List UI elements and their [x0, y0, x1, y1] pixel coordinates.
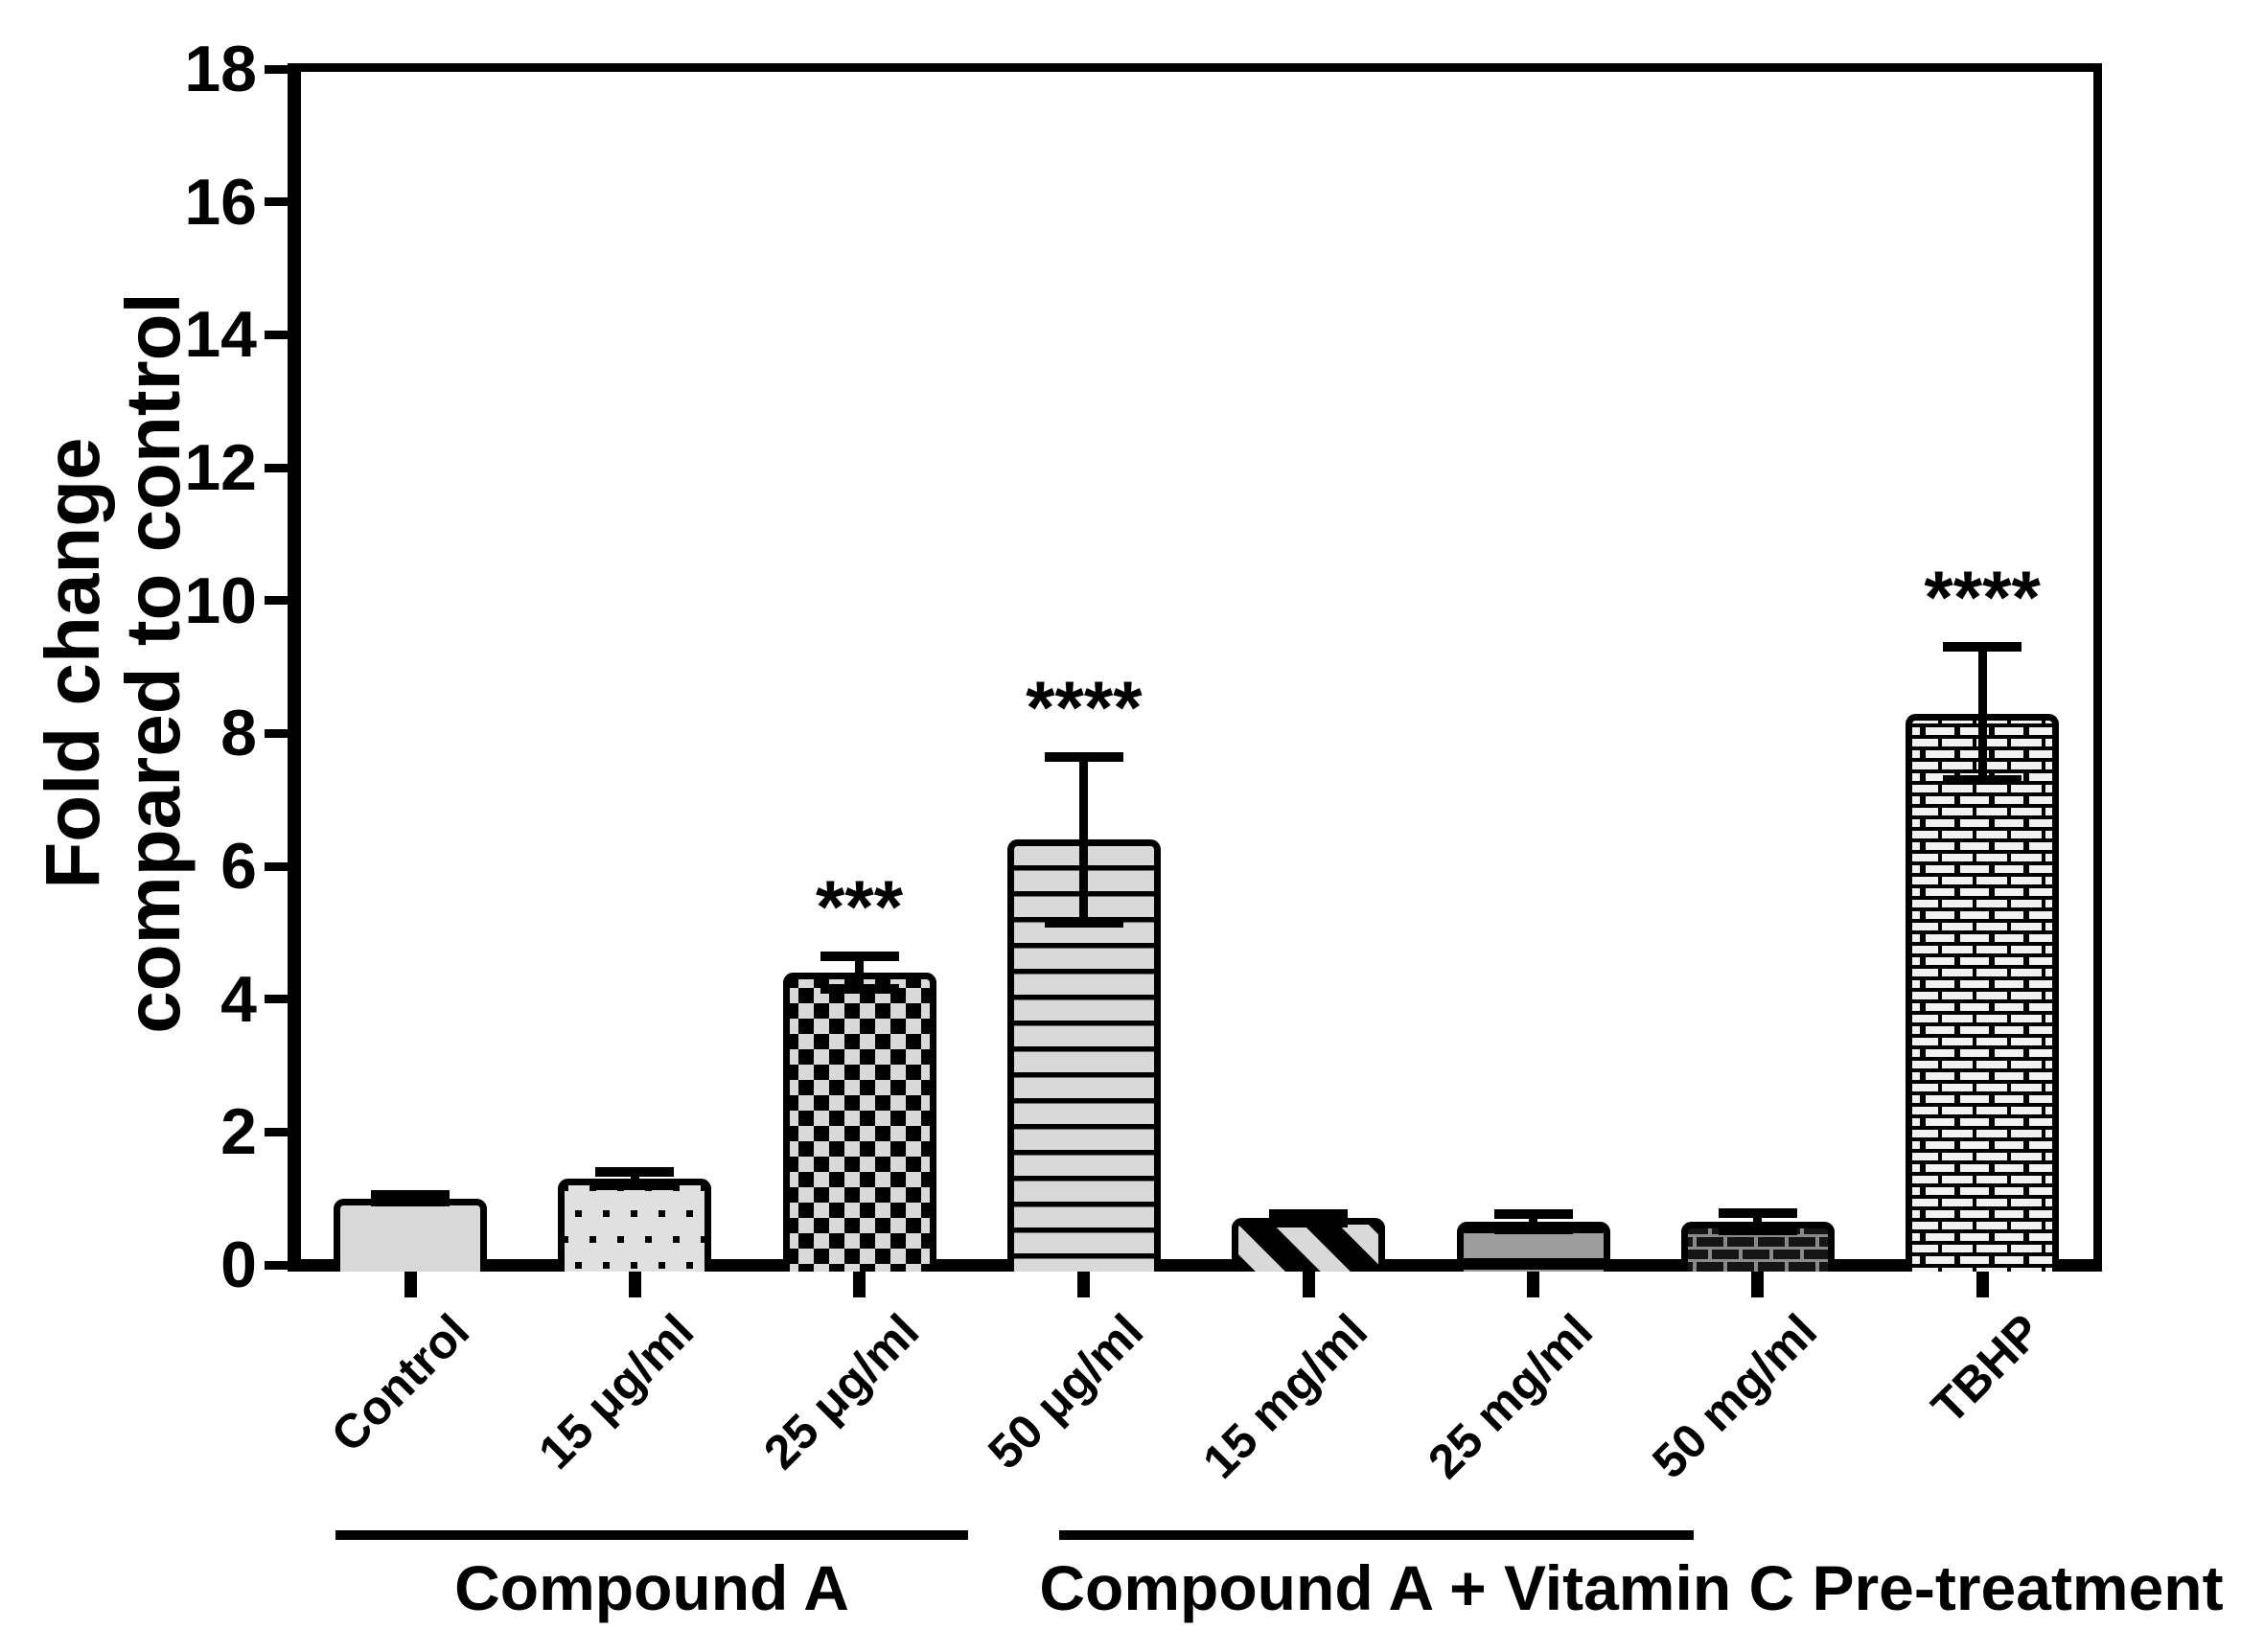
group-label-2: Compound A + Vitamin C Pre-treatment [1039, 1552, 2224, 1623]
error-bar-stem-50-mg-ml [1753, 1212, 1763, 1230]
x-tick-label-control: Control [321, 1303, 480, 1462]
y-tick-label-8: 8 [220, 697, 257, 770]
y-tick-18 [265, 64, 289, 74]
error-bar-cap-lower-50-g-ml [1044, 917, 1123, 928]
x-tick-25-g-ml [853, 1272, 866, 1297]
error-bar-cap-lower-25-g-ml [820, 984, 899, 995]
y-tick-label-2: 2 [220, 1095, 257, 1169]
y-tick-12 [265, 463, 289, 472]
y-axis-title-line1: Fold change [30, 437, 115, 889]
y-tick-label-0: 0 [220, 1228, 257, 1301]
y-tick-10 [265, 596, 289, 606]
y-tick-label-4: 4 [220, 962, 257, 1036]
error-bar-stem-50-g-ml [1079, 756, 1089, 923]
error-bar-cap-upper-25-g-ml [820, 951, 899, 961]
error-bar-cap-upper-control [371, 1190, 450, 1201]
error-bar-cap-lower-15-mg-ml [1269, 1218, 1349, 1228]
x-tick-label-25-mg-ml: 25 mg/ml [1417, 1303, 1603, 1489]
y-tick-label-10: 10 [184, 563, 257, 637]
x-tick-label-15-g-ml: 15 μg/ml [528, 1303, 705, 1480]
y-tick-label-12: 12 [184, 431, 257, 504]
y-axis-title: Fold change compared to control [30, 292, 196, 1034]
y-tick-label-6: 6 [220, 830, 257, 903]
error-bar-cap-lower-tbhp [1943, 774, 2022, 785]
y-tick-2 [265, 1127, 289, 1136]
significance-stars-tbhp: **** [1924, 555, 2041, 640]
error-bar-cap-upper-15-g-ml [595, 1166, 675, 1177]
error-bar-cap-lower-control [371, 1197, 450, 1207]
group-label-1: Compound A [454, 1552, 849, 1623]
frame-right-line [2093, 63, 2102, 1272]
error-bar-cap-upper-50-mg-ml [1718, 1207, 1797, 1218]
y-tick-label-16: 16 [184, 165, 257, 239]
group-underline-1 [335, 1530, 968, 1540]
x-tick-15-mg-ml [1302, 1272, 1315, 1297]
y-tick-16 [265, 197, 289, 207]
error-bar-stem-15-g-ml [630, 1171, 639, 1185]
y-axis-line [288, 63, 301, 1272]
bar-25-g-ml [782, 972, 936, 1272]
x-axis-line [288, 1259, 2101, 1272]
x-tick-control [404, 1272, 417, 1297]
error-bar-cap-upper-15-mg-ml [1269, 1208, 1349, 1219]
y-tick-8 [265, 728, 289, 738]
y-tick-14 [265, 330, 289, 339]
y-tick-label-14: 14 [184, 298, 257, 372]
x-tick-label-50-g-ml: 50 μg/ml [978, 1303, 1154, 1480]
frame-top-line [288, 63, 2101, 72]
x-tick-25-mg-ml [1527, 1272, 1539, 1297]
error-bar-cap-lower-50-mg-ml [1718, 1225, 1797, 1235]
x-tick-label-tbhp: TBHP [1921, 1303, 2052, 1434]
significance-stars-25-g-ml: *** [816, 863, 904, 949]
y-tick-0 [265, 1260, 289, 1270]
error-bar-cap-upper-25-mg-ml [1493, 1208, 1573, 1219]
x-tick-label-50-mg-ml: 50 mg/ml [1642, 1303, 1828, 1489]
bar-15-g-ml [558, 1178, 712, 1272]
bar-control [334, 1198, 487, 1272]
error-bar-cap-upper-tbhp [1943, 642, 2022, 653]
y-axis-title-line2: compared to control [110, 292, 196, 1034]
significance-stars-50-g-ml: **** [1026, 664, 1143, 749]
error-bar-stem-tbhp [1977, 647, 1987, 780]
error-bar-stem-25-mg-ml [1529, 1213, 1537, 1230]
error-bar-cap-lower-15-g-ml [595, 1180, 675, 1190]
y-tick-4 [265, 995, 289, 1004]
x-tick-label-25-g-ml: 25 μg/ml [752, 1303, 929, 1480]
x-tick-tbhp [1975, 1272, 1989, 1297]
error-bar-stem-25-g-ml [855, 955, 865, 990]
y-tick-label-18: 18 [184, 33, 257, 105]
error-bar-cap-upper-50-g-ml [1044, 751, 1123, 762]
x-tick-50-mg-ml [1751, 1272, 1765, 1297]
x-tick-label-15-mg-ml: 15 mg/ml [1192, 1303, 1378, 1489]
x-tick-50-g-ml [1077, 1272, 1091, 1297]
error-bar-cap-lower-25-mg-ml [1493, 1225, 1573, 1235]
group-underline-2 [1059, 1530, 1694, 1540]
bar-tbhp [1906, 713, 2060, 1272]
y-tick-6 [265, 861, 289, 871]
x-tick-15-g-ml [628, 1272, 641, 1297]
